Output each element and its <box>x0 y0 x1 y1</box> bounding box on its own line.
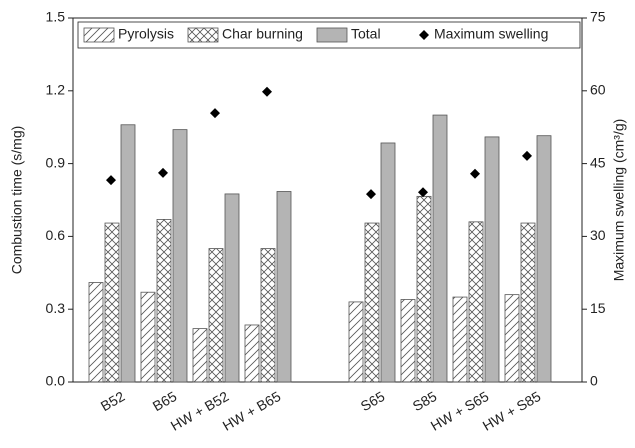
bar <box>120 124 136 383</box>
y-tick-label: 0.0 <box>46 373 66 389</box>
x-tick-label: B52 <box>98 388 128 414</box>
bar <box>276 191 292 383</box>
y2-axis-title: Maximum swelling (cm³/g) <box>611 119 627 282</box>
x-tick-label: HW + B65 <box>220 388 284 434</box>
bar <box>244 324 260 383</box>
legend-swatch <box>187 27 219 43</box>
y2-tick-label: 0 <box>590 373 598 389</box>
bar <box>416 195 432 383</box>
bar <box>536 135 552 383</box>
marker <box>262 86 272 97</box>
bar <box>364 222 380 383</box>
y-tick-label: 1.2 <box>46 82 66 98</box>
y-tick-label: 0.3 <box>46 300 66 316</box>
bar <box>504 294 520 383</box>
x-tick-label: HW + B52 <box>168 388 232 434</box>
x-tick-label: S65 <box>358 388 388 414</box>
bar <box>104 222 120 383</box>
y-tick-label: 1.5 <box>46 9 66 25</box>
x-tick-label: HW + S65 <box>428 388 492 434</box>
bar <box>172 129 188 383</box>
bar <box>400 299 416 383</box>
marker <box>158 167 168 178</box>
legend-label: Total <box>351 26 381 42</box>
bar <box>432 114 448 383</box>
marker <box>366 189 376 200</box>
bar <box>520 222 536 383</box>
marker <box>522 150 532 161</box>
bar <box>192 328 208 383</box>
y2-tick-label: 15 <box>590 300 606 316</box>
x-tick-label: S85 <box>410 388 440 414</box>
y-tick-label: 0.6 <box>46 227 66 243</box>
y2-tick-label: 75 <box>590 9 606 25</box>
bar <box>88 282 104 383</box>
y2-tick-label: 45 <box>590 154 606 170</box>
marker <box>106 175 116 186</box>
legend-label: Char burning <box>222 26 303 42</box>
legend-label: Pyrolysis <box>118 26 174 42</box>
bar <box>380 142 396 383</box>
y-axis-title: Combustion time (s/mg) <box>9 126 25 275</box>
bar <box>348 301 364 383</box>
y2-tick-label: 60 <box>590 82 606 98</box>
plot-frame <box>72 17 583 383</box>
y2-tick-label: 30 <box>590 227 606 243</box>
bar <box>468 221 484 383</box>
marker <box>210 108 220 119</box>
marker <box>470 168 480 179</box>
bar <box>156 219 172 383</box>
legend-box <box>77 21 581 49</box>
bar <box>224 193 240 383</box>
x-tick-label: HW + S85 <box>480 388 544 434</box>
bar <box>260 248 276 383</box>
legend-label: Maximum swelling <box>434 26 548 42</box>
bar <box>452 296 468 383</box>
legend-swatch <box>316 27 348 43</box>
x-tick-label: B65 <box>150 388 180 414</box>
bar <box>140 291 156 383</box>
legend-swatch <box>419 30 429 40</box>
legend-swatch <box>83 27 115 43</box>
bar <box>484 136 500 383</box>
bar <box>208 248 224 383</box>
y-tick-label: 0.9 <box>46 154 66 170</box>
marker <box>418 187 428 198</box>
